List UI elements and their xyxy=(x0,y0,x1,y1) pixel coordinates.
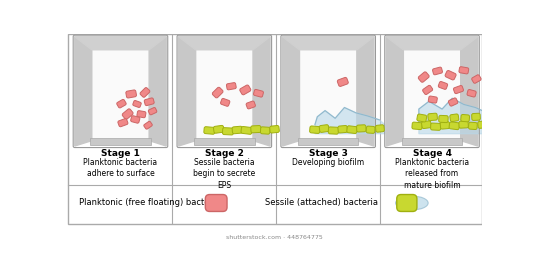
FancyBboxPatch shape xyxy=(459,67,468,74)
Text: Planktonic (free floating) bacteria: Planktonic (free floating) bacteria xyxy=(79,199,220,207)
FancyBboxPatch shape xyxy=(337,77,348,87)
FancyBboxPatch shape xyxy=(117,99,126,108)
Text: Stage 2: Stage 2 xyxy=(205,149,244,158)
FancyBboxPatch shape xyxy=(422,85,433,95)
Polygon shape xyxy=(194,138,255,145)
Polygon shape xyxy=(178,37,270,50)
FancyBboxPatch shape xyxy=(192,43,256,144)
FancyBboxPatch shape xyxy=(472,113,480,120)
FancyBboxPatch shape xyxy=(144,98,154,106)
FancyBboxPatch shape xyxy=(417,114,427,122)
FancyBboxPatch shape xyxy=(347,126,358,134)
FancyBboxPatch shape xyxy=(438,81,448,89)
FancyBboxPatch shape xyxy=(137,111,146,118)
FancyBboxPatch shape xyxy=(472,75,481,83)
FancyBboxPatch shape xyxy=(400,43,464,144)
Polygon shape xyxy=(402,138,462,145)
FancyBboxPatch shape xyxy=(459,121,468,128)
FancyBboxPatch shape xyxy=(126,90,137,98)
FancyBboxPatch shape xyxy=(148,108,157,115)
FancyBboxPatch shape xyxy=(461,115,470,122)
FancyBboxPatch shape xyxy=(430,123,441,130)
FancyBboxPatch shape xyxy=(338,125,347,133)
FancyBboxPatch shape xyxy=(433,67,443,75)
Text: shutterstock.com · 448764775: shutterstock.com · 448764775 xyxy=(226,235,323,240)
Polygon shape xyxy=(386,37,478,50)
FancyBboxPatch shape xyxy=(226,83,236,90)
FancyBboxPatch shape xyxy=(428,96,437,103)
FancyBboxPatch shape xyxy=(450,114,459,122)
Polygon shape xyxy=(419,98,489,134)
FancyBboxPatch shape xyxy=(397,195,417,211)
FancyBboxPatch shape xyxy=(133,101,142,108)
Polygon shape xyxy=(90,138,151,145)
FancyBboxPatch shape xyxy=(251,125,261,133)
Polygon shape xyxy=(386,37,404,146)
FancyBboxPatch shape xyxy=(232,126,242,134)
FancyBboxPatch shape xyxy=(412,122,422,130)
FancyBboxPatch shape xyxy=(212,87,223,98)
Polygon shape xyxy=(75,37,92,146)
Polygon shape xyxy=(282,37,374,50)
FancyBboxPatch shape xyxy=(205,195,227,211)
FancyBboxPatch shape xyxy=(260,127,270,134)
FancyBboxPatch shape xyxy=(449,98,458,106)
FancyBboxPatch shape xyxy=(246,101,256,109)
Polygon shape xyxy=(357,37,374,146)
FancyBboxPatch shape xyxy=(140,88,150,97)
FancyBboxPatch shape xyxy=(428,113,437,121)
Text: Planktonic bacteria
adhere to surface: Planktonic bacteria adhere to surface xyxy=(84,158,158,178)
FancyBboxPatch shape xyxy=(356,125,366,132)
FancyBboxPatch shape xyxy=(68,34,482,224)
FancyBboxPatch shape xyxy=(144,121,152,129)
FancyBboxPatch shape xyxy=(88,43,152,144)
FancyBboxPatch shape xyxy=(213,125,224,133)
FancyBboxPatch shape xyxy=(366,126,375,133)
Polygon shape xyxy=(253,37,270,146)
FancyBboxPatch shape xyxy=(445,71,456,80)
Text: Stage 3: Stage 3 xyxy=(309,149,348,158)
Polygon shape xyxy=(315,108,385,134)
FancyBboxPatch shape xyxy=(204,127,215,134)
FancyBboxPatch shape xyxy=(449,122,459,130)
FancyBboxPatch shape xyxy=(122,109,133,119)
FancyBboxPatch shape xyxy=(240,85,251,95)
FancyBboxPatch shape xyxy=(468,122,477,130)
FancyBboxPatch shape xyxy=(319,125,329,132)
Text: Sessile (attached) bacteria: Sessile (attached) bacteria xyxy=(265,199,378,207)
FancyBboxPatch shape xyxy=(439,115,448,123)
FancyBboxPatch shape xyxy=(270,125,279,133)
Polygon shape xyxy=(149,37,166,146)
FancyBboxPatch shape xyxy=(440,122,450,129)
Text: Sessile bacteria
begin to secrete
EPS: Sessile bacteria begin to secrete EPS xyxy=(193,158,256,190)
FancyBboxPatch shape xyxy=(376,125,384,132)
FancyBboxPatch shape xyxy=(478,121,487,128)
FancyBboxPatch shape xyxy=(220,98,230,106)
FancyBboxPatch shape xyxy=(310,126,320,134)
Polygon shape xyxy=(282,37,300,146)
Polygon shape xyxy=(461,37,478,146)
Polygon shape xyxy=(75,37,166,50)
FancyBboxPatch shape xyxy=(296,43,360,144)
Text: Stage 4: Stage 4 xyxy=(413,149,451,158)
Polygon shape xyxy=(178,37,196,146)
FancyBboxPatch shape xyxy=(118,119,128,127)
FancyBboxPatch shape xyxy=(421,121,431,129)
FancyBboxPatch shape xyxy=(453,85,464,94)
FancyBboxPatch shape xyxy=(222,128,234,135)
Text: Stage 1: Stage 1 xyxy=(101,149,140,158)
Ellipse shape xyxy=(396,196,428,210)
FancyBboxPatch shape xyxy=(241,127,252,134)
FancyBboxPatch shape xyxy=(328,127,339,134)
FancyBboxPatch shape xyxy=(131,116,140,123)
FancyBboxPatch shape xyxy=(254,89,264,97)
Polygon shape xyxy=(298,138,359,145)
FancyBboxPatch shape xyxy=(467,90,476,97)
Text: Planktonic bacteria
released from
mature biofilm: Planktonic bacteria released from mature… xyxy=(395,158,469,190)
FancyBboxPatch shape xyxy=(418,72,429,82)
Text: Developing biofilm: Developing biofilm xyxy=(292,158,364,167)
